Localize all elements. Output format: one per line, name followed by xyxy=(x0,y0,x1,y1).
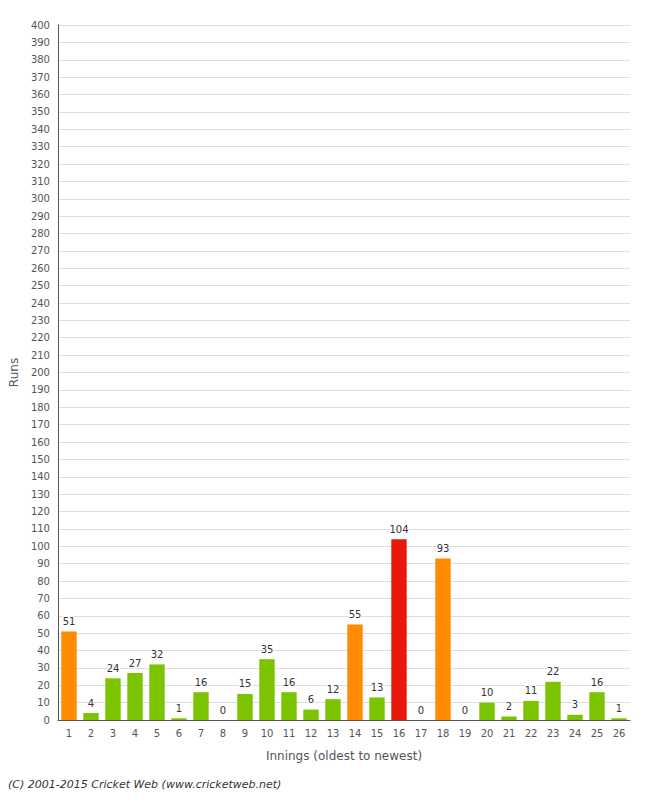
svg-text:380: 380 xyxy=(31,54,50,65)
svg-text:230: 230 xyxy=(31,315,50,326)
svg-text:93: 93 xyxy=(437,543,450,554)
svg-text:25: 25 xyxy=(591,728,604,739)
svg-text:40: 40 xyxy=(37,645,50,656)
svg-text:55: 55 xyxy=(349,609,362,620)
svg-text:70: 70 xyxy=(37,593,50,604)
svg-text:370: 370 xyxy=(31,72,50,83)
svg-text:0: 0 xyxy=(462,705,468,716)
svg-text:1: 1 xyxy=(66,728,72,739)
svg-text:140: 140 xyxy=(31,471,50,482)
svg-text:11: 11 xyxy=(283,728,296,739)
svg-text:10: 10 xyxy=(37,697,50,708)
svg-text:9: 9 xyxy=(242,728,248,739)
svg-text:12: 12 xyxy=(327,684,340,695)
svg-text:13: 13 xyxy=(327,728,340,739)
svg-text:20: 20 xyxy=(481,728,494,739)
svg-text:270: 270 xyxy=(31,245,50,256)
svg-text:190: 190 xyxy=(31,384,50,395)
svg-text:90: 90 xyxy=(37,558,50,569)
svg-text:10: 10 xyxy=(481,687,494,698)
svg-text:11: 11 xyxy=(525,685,538,696)
svg-text:50: 50 xyxy=(37,628,50,639)
svg-text:150: 150 xyxy=(31,454,50,465)
svg-text:12: 12 xyxy=(305,728,318,739)
svg-text:360: 360 xyxy=(31,89,50,100)
svg-text:13: 13 xyxy=(371,682,384,693)
svg-text:16: 16 xyxy=(283,677,296,688)
svg-text:14: 14 xyxy=(349,728,362,739)
svg-text:210: 210 xyxy=(31,350,50,361)
svg-text:120: 120 xyxy=(31,506,50,517)
svg-text:5: 5 xyxy=(154,728,160,739)
svg-text:2: 2 xyxy=(88,728,94,739)
svg-text:0: 0 xyxy=(418,705,424,716)
svg-text:27: 27 xyxy=(129,658,142,669)
svg-text:1: 1 xyxy=(616,703,622,714)
svg-text:300: 300 xyxy=(31,193,50,204)
svg-text:32: 32 xyxy=(151,649,164,660)
svg-text:23: 23 xyxy=(547,728,560,739)
svg-text:100: 100 xyxy=(31,541,50,552)
svg-text:170: 170 xyxy=(31,419,50,430)
svg-text:400: 400 xyxy=(31,20,50,31)
svg-text:280: 280 xyxy=(31,228,50,239)
svg-text:390: 390 xyxy=(31,37,50,48)
svg-text:20: 20 xyxy=(37,680,50,691)
svg-text:310: 310 xyxy=(31,176,50,187)
svg-text:3: 3 xyxy=(572,699,578,710)
svg-text:290: 290 xyxy=(31,211,50,222)
svg-text:240: 240 xyxy=(31,298,50,309)
svg-text:220: 220 xyxy=(31,332,50,343)
svg-text:130: 130 xyxy=(31,489,50,500)
svg-text:260: 260 xyxy=(31,263,50,274)
svg-text:4: 4 xyxy=(88,698,94,709)
svg-text:110: 110 xyxy=(31,523,50,534)
svg-text:104: 104 xyxy=(389,524,408,535)
svg-text:340: 340 xyxy=(31,124,50,135)
svg-text:6: 6 xyxy=(176,728,182,739)
svg-text:22: 22 xyxy=(547,666,560,677)
svg-text:24: 24 xyxy=(569,728,582,739)
svg-text:16: 16 xyxy=(591,677,604,688)
svg-text:17: 17 xyxy=(415,728,428,739)
svg-text:6: 6 xyxy=(308,694,314,705)
svg-text:200: 200 xyxy=(31,367,50,378)
svg-text:320: 320 xyxy=(31,159,50,170)
svg-text:26: 26 xyxy=(613,728,626,739)
svg-text:180: 180 xyxy=(31,402,50,413)
svg-text:7: 7 xyxy=(198,728,204,739)
svg-text:2: 2 xyxy=(506,701,512,712)
svg-text:51: 51 xyxy=(63,616,76,627)
svg-text:Runs: Runs xyxy=(7,358,21,387)
svg-text:80: 80 xyxy=(37,576,50,587)
svg-text:0: 0 xyxy=(44,715,50,726)
svg-text:Innings (oldest to newest): Innings (oldest to newest) xyxy=(266,749,422,763)
svg-text:16: 16 xyxy=(393,728,406,739)
svg-text:350: 350 xyxy=(31,106,50,117)
svg-text:16: 16 xyxy=(195,677,208,688)
svg-text:10: 10 xyxy=(261,728,274,739)
svg-text:1: 1 xyxy=(176,703,182,714)
svg-text:3: 3 xyxy=(110,728,116,739)
svg-text:160: 160 xyxy=(31,437,50,448)
svg-text:(C) 2001-2015 Cricket Web (www: (C) 2001-2015 Cricket Web (www.cricketwe… xyxy=(8,778,281,791)
svg-text:18: 18 xyxy=(437,728,450,739)
svg-text:15: 15 xyxy=(239,678,252,689)
svg-text:22: 22 xyxy=(525,728,538,739)
svg-text:19: 19 xyxy=(459,728,472,739)
svg-text:60: 60 xyxy=(37,610,50,621)
svg-text:0: 0 xyxy=(220,705,226,716)
svg-text:330: 330 xyxy=(31,141,50,152)
svg-text:250: 250 xyxy=(31,280,50,291)
svg-text:24: 24 xyxy=(107,663,120,674)
svg-text:8: 8 xyxy=(220,728,226,739)
svg-text:15: 15 xyxy=(371,728,384,739)
svg-text:21: 21 xyxy=(503,728,516,739)
svg-text:35: 35 xyxy=(261,644,274,655)
svg-text:30: 30 xyxy=(37,662,50,673)
svg-text:4: 4 xyxy=(132,728,138,739)
